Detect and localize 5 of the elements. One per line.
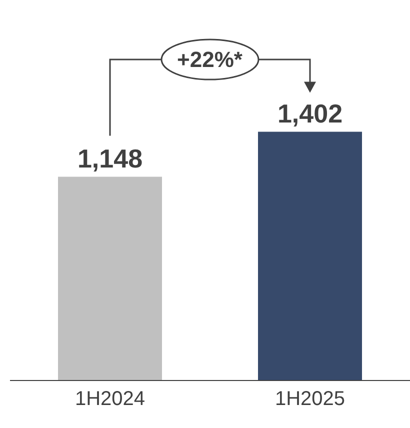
text: +22%* [177, 47, 243, 72]
x-tick-label: 1H2024 [74, 388, 146, 410]
data-label: 1,148 [77, 144, 143, 174]
data-label: 1,402 [277, 98, 343, 129]
x-tick-label: 1H2025 [274, 388, 346, 410]
